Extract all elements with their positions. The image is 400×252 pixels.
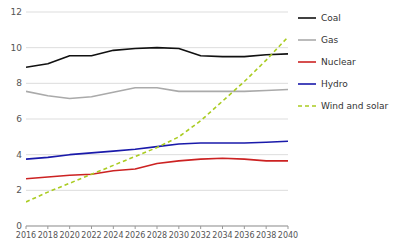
legend-swatch: [298, 83, 316, 85]
x-tick: [222, 226, 223, 229]
series-line: [26, 88, 288, 99]
x-tick: [47, 226, 48, 229]
x-tick-label: 2038: [256, 231, 276, 240]
legend-swatch: [298, 39, 316, 41]
chart: 0246810122016201820202022202420262028203…: [0, 0, 400, 252]
legend-label: Nuclear: [321, 57, 356, 67]
legend: Coal Gas Nuclear Hydro Wind and solar: [298, 13, 388, 111]
series-line: [26, 158, 288, 179]
legend-label: Hydro: [321, 79, 348, 89]
x-tick: [157, 226, 158, 229]
x-tick-label: 2016: [16, 231, 36, 240]
x-tick-label: 2026: [125, 231, 145, 240]
y-tick-label: 12: [11, 7, 22, 17]
y-tick-label: 0: [16, 221, 22, 231]
legend-label: Wind and solar: [321, 101, 388, 111]
y-axis: 0 2 4 6 8 10 12: [11, 7, 288, 231]
grid-line: [26, 83, 288, 84]
x-tick: [69, 226, 70, 229]
legend-label: Gas: [321, 35, 338, 45]
x-tick: [244, 226, 245, 229]
y-tick-label: 6: [16, 114, 22, 124]
grid-line: [26, 190, 288, 191]
x-tick-label: 2034: [212, 231, 232, 240]
x-tick: [288, 226, 289, 229]
series-line: [26, 37, 288, 202]
grid-line: [26, 12, 288, 13]
grid-line: [26, 119, 288, 120]
series-line: [26, 141, 288, 159]
x-tick-label: 2040: [278, 231, 298, 240]
y-tick-label: 8: [16, 78, 22, 88]
x-tick-label: 2020: [59, 231, 79, 240]
y-tick-label: 2: [16, 185, 22, 195]
x-tick-label: 2024: [103, 231, 123, 240]
x-tick-label: 2032: [190, 231, 210, 240]
x-axis: 2016201820202022202420262028203020322034…: [16, 226, 298, 240]
x-tick: [200, 226, 201, 229]
x-tick: [266, 226, 267, 229]
legend-swatch: [298, 17, 316, 19]
legend-label: Coal: [321, 13, 341, 23]
series-line: [26, 48, 288, 68]
x-tick-label: 2028: [147, 231, 167, 240]
x-tick: [135, 226, 136, 229]
x-tick: [178, 226, 179, 229]
x-tick-label: 2030: [169, 231, 189, 240]
x-tick: [91, 226, 92, 229]
x-tick: [113, 226, 114, 229]
lines: [26, 37, 288, 202]
x-tick: [26, 226, 27, 229]
y-tick-label: 10: [11, 43, 23, 53]
legend-swatch: [298, 105, 316, 107]
legend-swatch: [298, 61, 316, 63]
x-tick-label: 2022: [81, 231, 101, 240]
y-tick-label: 4: [16, 150, 22, 160]
x-tick-label: 2036: [234, 231, 254, 240]
x-tick-label: 2018: [38, 231, 58, 240]
